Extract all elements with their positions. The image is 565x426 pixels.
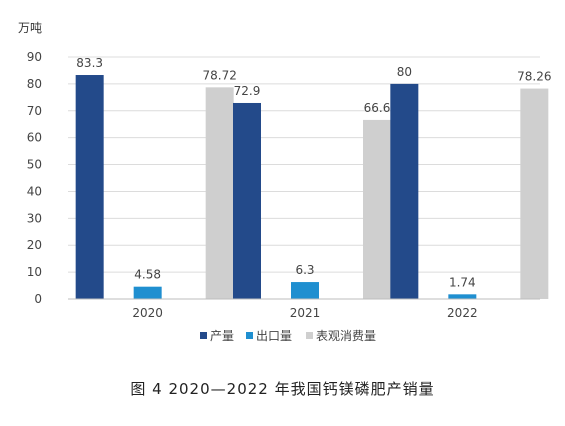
y-axis-unit-label: 万吨 (18, 21, 42, 35)
data-label: 78.72 (202, 68, 236, 82)
x-axis-ticks: 2020 2021 2022 (132, 306, 477, 320)
data-label: 66.6 (364, 101, 391, 115)
data-label: 72.9 (234, 84, 261, 98)
bar-2020-series-1 (133, 286, 162, 299)
bar-2022-series-0 (390, 83, 419, 299)
bar-series (75, 75, 549, 300)
y-axis-ticks: 0 10 20 30 40 50 60 70 80 90 (27, 50, 42, 306)
y-tick-label: 60 (27, 131, 42, 145)
legend-swatch (306, 332, 313, 339)
bar-2021-series-0 (233, 102, 261, 299)
data-label: 6.3 (295, 263, 314, 277)
bar-2021-series-1 (291, 282, 319, 299)
bar-2020-series-0 (75, 75, 104, 299)
data-label: 1.74 (449, 275, 476, 289)
y-tick-label: 0 (34, 292, 42, 306)
x-tick-label: 2021 (290, 306, 321, 320)
y-tick-label: 90 (27, 50, 42, 64)
bar-2021-series-2 (363, 119, 391, 299)
legend-swatch (246, 332, 253, 339)
bar-2022-series-2 (520, 88, 549, 299)
bar-chart: 万吨 0 10 20 30 40 50 60 70 80 90 83.3 4.58 78.72 72.9… (18, 21, 552, 343)
legend-swatch (200, 332, 207, 339)
data-labels: 83.3 4.58 78.72 72.9 6.3 66.6 80 1.74 78.26 (76, 56, 551, 289)
bar-2020-series-2 (205, 87, 234, 300)
data-label: 80 (397, 65, 412, 79)
chart-area: 万吨 0 10 20 30 40 50 60 70 80 90 83.3 4.58 78.72 72.9… (18, 21, 552, 343)
y-tick-label: 40 (27, 184, 42, 198)
legend: 产量 出口量 表观消费量 (200, 329, 376, 343)
y-tick-label: 70 (27, 104, 42, 118)
x-tick-label: 2020 (132, 306, 163, 320)
legend-label: 出口量 (256, 329, 292, 343)
y-tick-label: 20 (27, 238, 42, 252)
legend-label: 产量 (210, 329, 234, 343)
bar-2022-series-1 (448, 294, 477, 299)
legend-label: 表观消费量 (316, 329, 376, 343)
data-label: 4.58 (134, 268, 161, 282)
data-label: 83.3 (76, 56, 103, 70)
y-tick-label: 50 (27, 158, 42, 172)
y-tick-label: 10 (27, 265, 42, 279)
figure-caption: 图 4 2020—2022 年我国钙镁磷肥产销量 (130, 380, 435, 398)
y-tick-label: 80 (27, 77, 42, 91)
gridlines (68, 56, 540, 273)
y-tick-label: 30 (27, 211, 42, 225)
data-label: 78.26 (517, 70, 551, 84)
x-tick-label: 2022 (447, 306, 478, 320)
